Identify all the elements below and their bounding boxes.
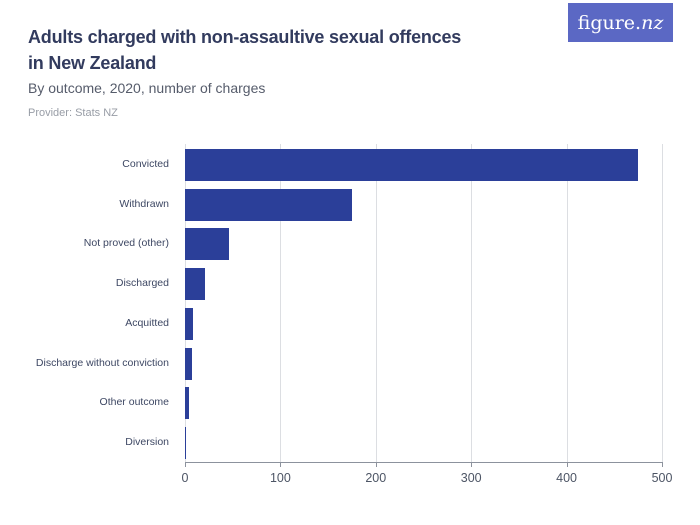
bar-discharged[interactable] <box>185 268 206 301</box>
x-axis-tick-label-100: 100 <box>269 471 291 485</box>
x-axis-tick-200 <box>375 462 377 467</box>
bar-withdrawn[interactable] <box>185 188 352 221</box>
category-label-acquitted: Acquitted <box>125 316 169 329</box>
chart-subtitle: By outcome, 2020, number of charges <box>28 80 266 96</box>
gridline-x-200 <box>375 144 377 462</box>
x-axis-line <box>185 462 663 463</box>
category-label-other-outcome: Other outcome <box>99 396 169 409</box>
x-axis-tick-300 <box>471 462 473 467</box>
category-label-discharge-without-conviction: Discharge without conviction <box>35 356 169 369</box>
x-axis-tick-label-400: 400 <box>556 471 578 485</box>
x-axis-tick-100 <box>280 462 282 467</box>
category-label-withdrawn: Withdrawn <box>119 197 169 210</box>
figurenz-logo-text: figure.nz <box>577 11 664 34</box>
page-title: Adults charged with non-assaultive sexua… <box>28 24 461 76</box>
gridline-x-500 <box>662 144 663 462</box>
category-label-diversion: Diversion <box>125 436 169 449</box>
category-label-not-proved-other: Not proved (other) <box>83 237 169 250</box>
bar-diversion[interactable] <box>185 427 186 460</box>
gridline-x-0 <box>185 144 186 462</box>
x-axis-tick-400 <box>566 462 568 467</box>
x-axis-tick-0 <box>185 462 186 467</box>
gridline-x-400 <box>566 144 568 462</box>
x-axis-tick-500 <box>662 462 663 467</box>
gridline-x-100 <box>280 144 282 462</box>
category-label-convicted: Convicted <box>122 157 169 170</box>
page-title-line2: in New Zealand <box>28 53 157 73</box>
category-label-discharged: Discharged <box>115 277 169 290</box>
x-axis-tick-label-0: 0 <box>181 471 189 485</box>
x-axis-tick-label-200: 200 <box>365 471 387 485</box>
x-axis-tick-label-500: 500 <box>651 471 673 485</box>
bar-discharge-without-conviction[interactable] <box>185 347 192 380</box>
figurenz-logo[interactable]: figure.nz <box>568 3 673 42</box>
page-title-line1: Adults charged with non-assaultive sexua… <box>28 27 462 47</box>
x-axis-tick-label-300: 300 <box>460 471 482 485</box>
bar-acquitted[interactable] <box>185 307 193 340</box>
bar-other-outcome[interactable] <box>185 387 189 420</box>
bar-convicted[interactable] <box>185 148 639 181</box>
bar-chart: 0 100 200 300 400 500 Convicted Withdrawn Not pr… <box>0 144 700 519</box>
bar-not-proved-other[interactable] <box>185 228 229 261</box>
gridline-x-300 <box>471 144 473 462</box>
provider-label: Provider: Stats NZ <box>28 107 118 119</box>
